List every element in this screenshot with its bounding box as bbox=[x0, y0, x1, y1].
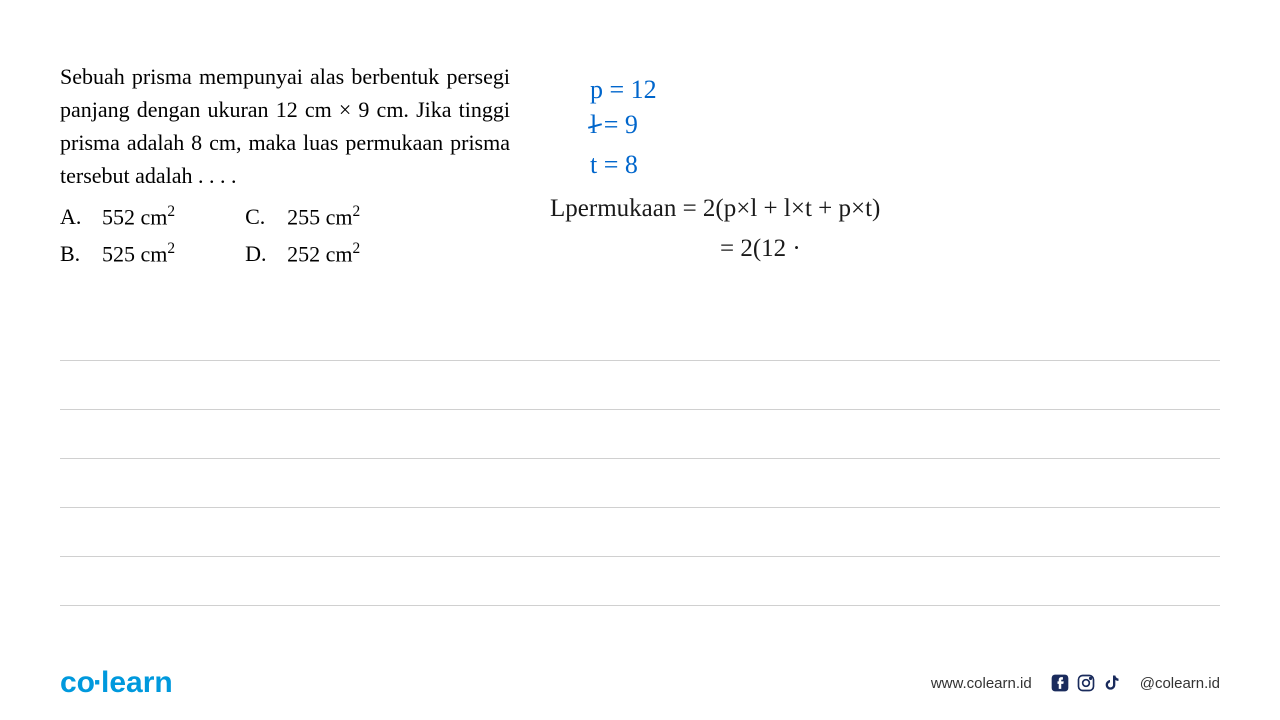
facebook-icon bbox=[1050, 673, 1070, 693]
footer-url: www.colearn.id bbox=[931, 675, 1032, 692]
option-b-label: B. bbox=[60, 237, 84, 270]
handwriting-formula: Lpermukaan = 2(p×l + l×t + p×t) bbox=[550, 195, 880, 223]
logo-co: co bbox=[60, 666, 95, 699]
option-d-label: D. bbox=[245, 237, 269, 270]
options-row: A. 552 cm2 B. 525 cm2 C. 255 cm2 D. 252 … bbox=[60, 200, 510, 271]
ruled-lines bbox=[60, 360, 1220, 654]
option-c-value: 255 cm2 bbox=[287, 200, 360, 233]
handwriting-p: p = 12 bbox=[590, 75, 657, 105]
footer-handle: @colearn.id bbox=[1140, 675, 1220, 692]
option-c: C. 255 cm2 bbox=[245, 200, 360, 233]
social-icons bbox=[1050, 673, 1122, 693]
option-d: D. 252 cm2 bbox=[245, 237, 360, 270]
logo: co·learn bbox=[60, 666, 173, 700]
option-b: B. 525 cm2 bbox=[60, 237, 175, 270]
handwriting-l: l = 9 bbox=[590, 110, 638, 140]
footer: co·learn www.colearn.id @colearn.id bbox=[60, 666, 1220, 700]
ruled-line bbox=[60, 605, 1220, 606]
ruled-line bbox=[60, 507, 1220, 508]
instagram-icon bbox=[1076, 673, 1096, 693]
option-c-label: C. bbox=[245, 200, 269, 233]
question-block: Sebuah prisma mempunyai alas berbentuk p… bbox=[60, 60, 510, 271]
ruled-line bbox=[60, 458, 1220, 459]
handwriting-t: t = 8 bbox=[590, 150, 638, 180]
option-d-value: 252 cm2 bbox=[287, 237, 360, 270]
option-a-label: A. bbox=[60, 200, 84, 233]
ruled-line bbox=[60, 556, 1220, 557]
footer-right: www.colearn.id @colearn.id bbox=[931, 673, 1220, 693]
ruled-line bbox=[60, 409, 1220, 410]
question-text: Sebuah prisma mempunyai alas berbentuk p… bbox=[60, 60, 510, 192]
logo-learn: learn bbox=[101, 666, 173, 699]
tiktok-icon bbox=[1102, 673, 1122, 693]
handwriting-calculation: = 2(12 · bbox=[720, 235, 801, 263]
option-b-value: 525 cm2 bbox=[102, 237, 175, 270]
option-a: A. 552 cm2 bbox=[60, 200, 175, 233]
ruled-line bbox=[60, 360, 1220, 361]
option-a-value: 552 cm2 bbox=[102, 200, 175, 233]
